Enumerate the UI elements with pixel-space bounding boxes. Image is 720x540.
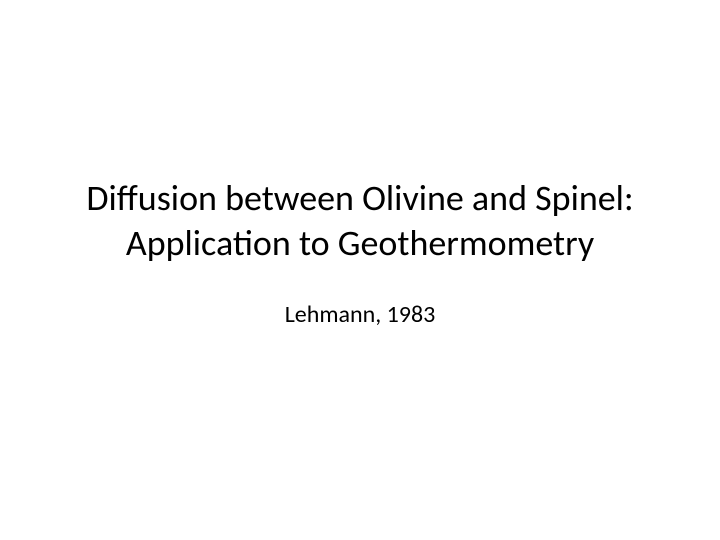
- slide-author: Lehmann, 1983: [40, 300, 680, 329]
- slide-content: Diffusion between Olivine and Spinel: Ap…: [0, 176, 720, 329]
- slide-title: Diffusion between Olivine and Spinel: Ap…: [40, 176, 680, 266]
- title-line-1: Diffusion between Olivine and Spinel:: [86, 176, 633, 220]
- title-line-2: Application to Geothermometry: [126, 221, 594, 265]
